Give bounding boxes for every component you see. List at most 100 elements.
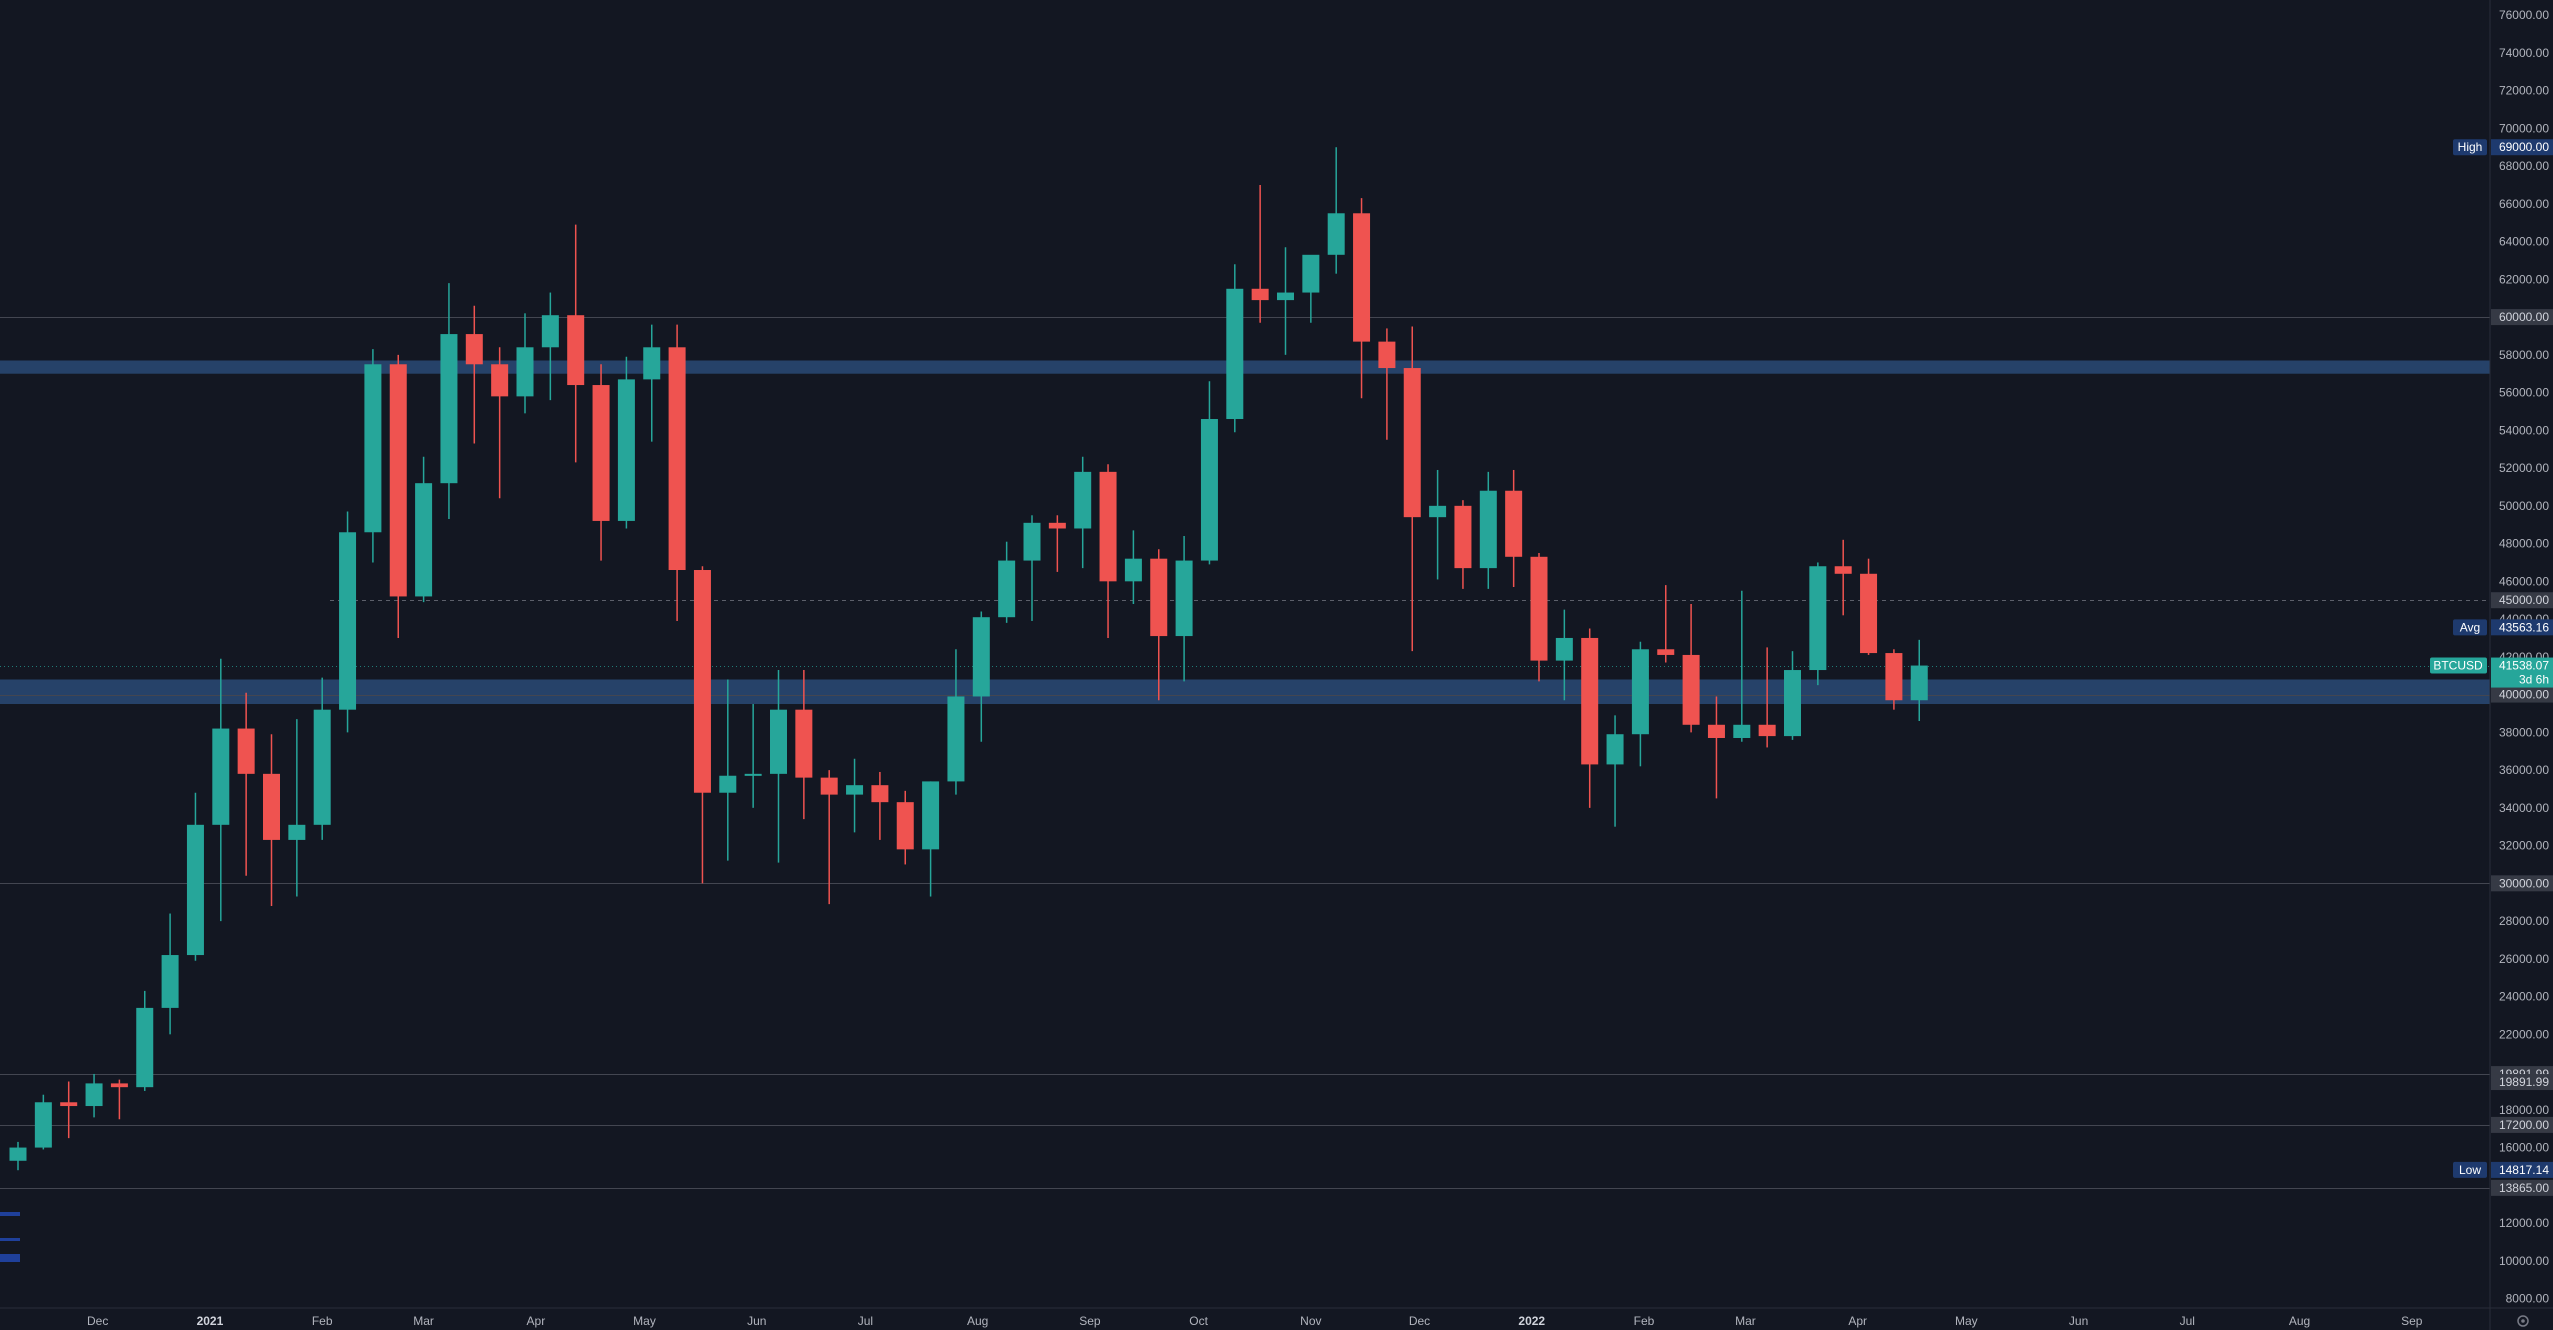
candle-body	[770, 709, 787, 774]
candle-down[interactable]	[1150, 549, 1168, 701]
candle-down[interactable]	[491, 347, 509, 499]
candle-up[interactable]	[770, 670, 787, 863]
candle-up[interactable]	[1277, 247, 1294, 355]
candle-down[interactable]	[1505, 469, 1523, 587]
candle-up[interactable]	[1910, 639, 1928, 722]
candle-up[interactable]	[1479, 471, 1497, 589]
candle-down[interactable]	[820, 770, 838, 905]
time-tick-label: Jul	[858, 1314, 873, 1328]
candle-up[interactable]	[9, 1141, 27, 1171]
candle-down[interactable]	[896, 790, 914, 865]
candle-body	[1251, 288, 1269, 301]
settings-gear-icon[interactable]	[2517, 1315, 2529, 1327]
candle-up[interactable]	[1200, 381, 1218, 565]
support-resistance-zones	[0, 360, 2490, 705]
candle-down[interactable]	[1581, 628, 1599, 808]
candle-up[interactable]	[440, 283, 458, 520]
candle-up[interactable]	[516, 313, 534, 414]
candle-up[interactable]	[617, 356, 635, 529]
candle-up[interactable]	[1809, 562, 1827, 686]
candle-up[interactable]	[1302, 254, 1320, 323]
candle-up[interactable]	[972, 611, 990, 742]
candle-down[interactable]	[1657, 585, 1675, 663]
candle-up[interactable]	[846, 758, 864, 833]
candlestick-series[interactable]	[9, 147, 1928, 1171]
candle-up[interactable]	[339, 511, 357, 733]
candle-down[interactable]	[1860, 558, 1878, 655]
candle-up[interactable]	[1631, 641, 1649, 767]
candle-up[interactable]	[1074, 456, 1092, 569]
candle-down[interactable]	[1758, 647, 1776, 748]
candle-up[interactable]	[947, 649, 965, 795]
candle-up[interactable]	[212, 658, 230, 922]
tag-name-text: High	[2458, 140, 2483, 154]
candle-up[interactable]	[415, 456, 433, 603]
candle-down[interactable]	[795, 670, 813, 820]
candle-down[interactable]	[1251, 184, 1269, 323]
candle-up[interactable]	[34, 1094, 52, 1150]
candle-up[interactable]	[1784, 651, 1801, 740]
candle-down[interactable]	[1403, 326, 1421, 652]
candle-down[interactable]	[668, 324, 686, 621]
level-price-label: 45000.00	[2491, 592, 2553, 609]
candle-down[interactable]	[1099, 464, 1117, 638]
candle-up[interactable]	[364, 349, 382, 563]
candle-down[interactable]	[389, 354, 407, 638]
price-label-text: 30000.00	[2499, 876, 2549, 890]
candle-up[interactable]	[288, 719, 306, 897]
candle-down[interactable]	[60, 1081, 78, 1139]
price-tick-label: 22000.00	[2499, 1027, 2549, 1041]
candle-body	[237, 728, 255, 774]
candle-down[interactable]	[465, 305, 483, 444]
candle-up[interactable]	[1226, 264, 1244, 433]
candle-up[interactable]	[1733, 590, 1751, 742]
time-tick-label: 2021	[197, 1314, 224, 1328]
price-tick-label: 62000.00	[2499, 272, 2549, 286]
candle-up[interactable]	[541, 292, 559, 401]
price-tick-label: 52000.00	[2499, 461, 2549, 475]
candle-up[interactable]	[998, 541, 1016, 623]
candle-down[interactable]	[1682, 603, 1700, 733]
price-axis[interactable]: 8000.00 10000.00 12000.00 16000.00 18000.00 2…	[2499, 8, 2549, 1305]
volume-profile-bar	[0, 1212, 20, 1216]
candle-down[interactable]	[592, 364, 610, 561]
candle-up[interactable]	[643, 324, 661, 442]
candle-up[interactable]	[161, 913, 179, 1035]
time-tick-label: Feb	[1634, 1314, 1655, 1328]
candle-down[interactable]	[110, 1079, 128, 1120]
candle-up[interactable]	[744, 704, 762, 808]
candle-up[interactable]	[922, 781, 940, 897]
candle-down[interactable]	[567, 224, 585, 463]
time-axis[interactable]: Dec 2021 Feb Mar Apr May Jun Jul Aug Sep Oct Nov Dec…	[87, 1314, 2423, 1328]
candle-down[interactable]	[1378, 328, 1396, 440]
candle-down[interactable]	[871, 771, 889, 840]
candle-up[interactable]	[313, 677, 331, 840]
candle-down[interactable]	[693, 566, 711, 884]
candle-up[interactable]	[85, 1073, 103, 1118]
candle-up[interactable]	[1175, 536, 1193, 682]
candle-down[interactable]	[1048, 515, 1066, 572]
candle-up[interactable]	[1429, 469, 1447, 580]
candle-down[interactable]	[237, 692, 255, 876]
candle-down[interactable]	[1834, 539, 1852, 616]
candle-up[interactable]	[1606, 715, 1624, 827]
price-label-box	[2491, 592, 2553, 609]
candle-up[interactable]	[1124, 530, 1142, 604]
candle-down[interactable]	[1454, 500, 1472, 589]
candle-down[interactable]	[263, 734, 280, 906]
candle-up[interactable]	[1023, 515, 1041, 621]
candle-down[interactable]	[1885, 649, 1903, 710]
candle-up[interactable]	[186, 792, 204, 961]
candle-up[interactable]	[1327, 147, 1345, 274]
price-tick-label: 26000.00	[2499, 952, 2549, 966]
candle-up[interactable]	[719, 679, 737, 861]
candle-down[interactable]	[1707, 696, 1725, 799]
candle-up[interactable]	[136, 990, 154, 1091]
candle-down[interactable]	[1353, 198, 1371, 399]
level-price-label: 19891.99	[2491, 1074, 2553, 1091]
candle-body	[60, 1102, 78, 1107]
candle-up[interactable]	[1555, 609, 1573, 701]
price-tick-label: 28000.00	[2499, 914, 2549, 928]
candle-down[interactable]	[1530, 553, 1548, 682]
